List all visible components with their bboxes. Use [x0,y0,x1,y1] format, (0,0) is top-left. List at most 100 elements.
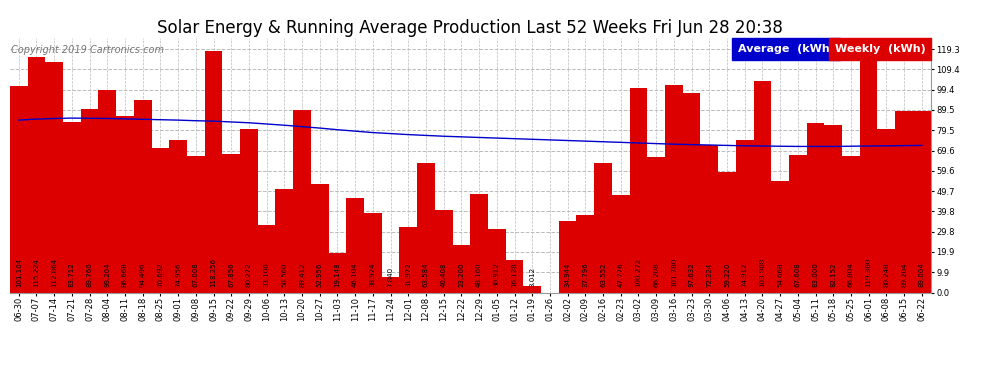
Text: 74.912: 74.912 [742,263,747,287]
Text: 67.008: 67.008 [193,262,199,287]
Text: 50.560: 50.560 [281,263,287,287]
Text: 86.668: 86.668 [122,262,128,287]
Bar [28,57,46,292]
Bar [470,194,488,292]
Bar [223,154,241,292]
Text: 89.004: 89.004 [919,263,925,287]
Bar [558,221,576,292]
Text: 38.924: 38.924 [370,263,376,287]
Bar [700,145,718,292]
Text: 101.780: 101.780 [671,258,677,287]
Bar [753,81,771,292]
Text: 66.208: 66.208 [653,263,659,287]
Text: Copyright 2019 Cartronics.com: Copyright 2019 Cartronics.com [11,45,163,55]
Text: 54.668: 54.668 [777,263,783,287]
Bar [736,140,753,292]
Bar [346,198,364,292]
Bar [63,122,81,292]
Text: 103.908: 103.908 [759,258,765,287]
Title: Solar Energy & Running Average Production Last 52 Weeks Fri Jun 28 20:38: Solar Energy & Running Average Productio… [157,20,783,38]
Bar [506,260,524,292]
Bar [665,85,683,292]
Bar [895,111,913,292]
Bar [825,125,842,292]
Bar [488,230,506,292]
Text: 83.712: 83.712 [69,263,75,287]
Bar [807,123,825,292]
Text: 46.104: 46.104 [352,263,358,287]
Bar [240,129,257,292]
Bar [98,90,116,292]
Bar [116,116,134,292]
Bar [452,245,470,292]
Bar [364,213,382,292]
Text: 115.224: 115.224 [34,259,40,287]
Bar [718,172,736,292]
Text: 67.856: 67.856 [229,263,235,287]
Bar [417,163,435,292]
Bar [771,181,789,292]
Bar [789,154,807,292]
Text: 101.104: 101.104 [16,258,22,287]
Text: 30.912: 30.912 [494,263,500,287]
Bar [630,88,647,292]
Text: 34.944: 34.944 [564,263,570,287]
Bar [134,100,151,292]
Text: 112.864: 112.864 [51,258,57,287]
Text: 118.256: 118.256 [211,258,217,287]
Text: 72.224: 72.224 [706,263,712,287]
Bar [524,286,542,292]
Bar [913,111,931,292]
Legend: Average  (kWh), Weekly  (kWh): Average (kWh), Weekly (kWh) [735,39,929,57]
Text: 33.100: 33.100 [263,262,269,287]
Text: 80.272: 80.272 [246,263,251,287]
Text: 52.956: 52.956 [317,263,323,287]
Text: 59.220: 59.220 [724,263,730,287]
Text: 63.552: 63.552 [600,263,606,287]
Bar [329,254,346,292]
Text: 99.204: 99.204 [104,263,110,287]
Bar [293,110,311,292]
Text: 70.692: 70.692 [157,263,163,287]
Bar [257,225,275,292]
Bar [877,129,895,292]
Bar [151,148,169,292]
Text: 94.496: 94.496 [140,263,146,287]
Text: 16.128: 16.128 [512,263,518,287]
Bar [842,156,859,292]
Text: 66.804: 66.804 [847,263,854,287]
Bar [311,184,329,292]
Text: 82.152: 82.152 [831,263,837,287]
Bar [683,93,700,292]
Text: 47.776: 47.776 [618,263,624,287]
Bar [594,163,612,292]
Text: 80.248: 80.248 [883,263,889,287]
Bar [275,189,293,292]
Text: 3.012: 3.012 [530,267,536,287]
Text: 89.760: 89.760 [86,262,93,287]
Bar [399,227,417,292]
Text: 40.408: 40.408 [441,263,446,287]
Text: 119.300: 119.300 [865,258,871,287]
Bar [382,276,399,292]
Bar [10,86,28,292]
Bar [859,49,877,292]
Text: 89.204: 89.204 [901,263,907,287]
Text: 31.972: 31.972 [405,263,411,287]
Bar [612,195,630,292]
Text: 100.272: 100.272 [636,258,642,287]
Text: 48.160: 48.160 [476,263,482,287]
Bar [187,156,205,292]
Bar [46,62,63,292]
Text: 63.584: 63.584 [423,263,429,287]
Text: 67.608: 67.608 [795,262,801,287]
Text: 37.796: 37.796 [582,262,588,287]
Text: 7.840: 7.840 [387,267,394,287]
Text: 19.148: 19.148 [335,263,341,287]
Bar [205,51,223,292]
Bar [435,210,452,292]
Bar [169,140,187,292]
Text: 97.632: 97.632 [689,263,695,287]
Text: 89.412: 89.412 [299,263,305,287]
Text: 74.956: 74.956 [175,263,181,287]
